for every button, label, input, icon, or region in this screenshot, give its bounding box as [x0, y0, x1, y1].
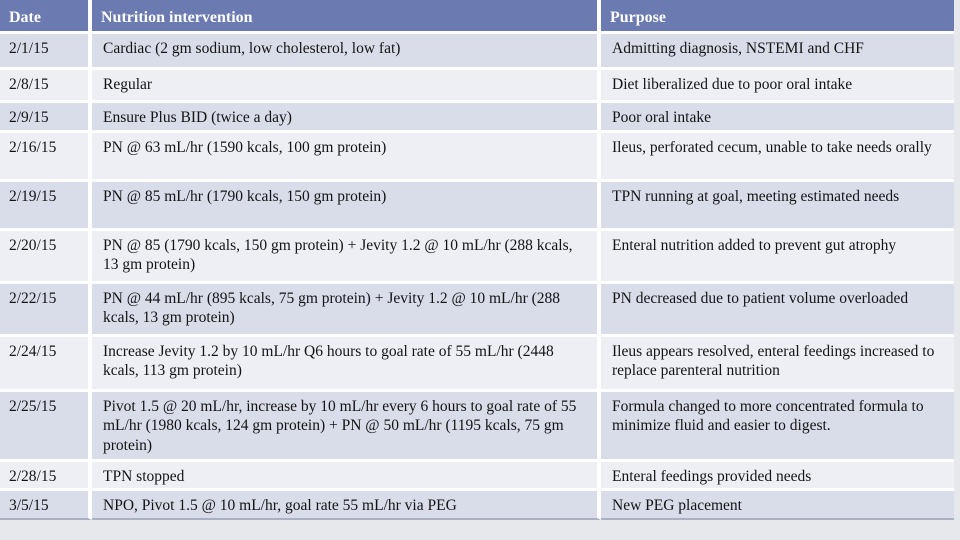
- table-row: 2/24/15 Increase Jevity 1.2 by 10 mL/hr Q…: [0, 336, 954, 392]
- intervention-cell: PN @ 63 mL/hr (1590 kcals, 100 gm protei…: [92, 132, 601, 182]
- date-cell: 2/20/15: [0, 230, 92, 284]
- purpose-cell: New PEG placement: [601, 491, 954, 521]
- intervention-cell: Increase Jevity 1.2 by 10 mL/hr Q6 hours…: [92, 336, 601, 392]
- intervention-cell: Pivot 1.5 @ 20 mL/hr, increase by 10 mL/…: [92, 391, 601, 462]
- date-cell: 2/24/15: [0, 336, 92, 392]
- date-cell: 3/5/15: [0, 491, 92, 521]
- table-row: 2/28/15 TPN stopped Enteral feedings provi…: [0, 461, 954, 492]
- purpose-cell: Admitting diagnosis, NSTEMI and CHF: [601, 34, 954, 70]
- table-row: 2/1/15 Cardiac (2 gm sodium, low choleste…: [0, 34, 954, 70]
- purpose-cell: Poor oral intake: [601, 103, 954, 133]
- intervention-cell: PN @ 85 mL/hr (1790 kcals, 150 gm protei…: [92, 181, 601, 231]
- date-cell: 2/19/15: [0, 181, 92, 231]
- column-header-intervention: Nutrition intervention: [92, 0, 601, 34]
- column-header-date: Date: [0, 0, 92, 34]
- table-row: 2/19/15 PN @ 85 mL/hr (1790 kcals, 150 gm…: [0, 181, 954, 231]
- intervention-cell: TPN stopped: [92, 461, 601, 492]
- date-cell: 2/25/15: [0, 391, 92, 462]
- table-row: 2/25/15 Pivot 1.5 @ 20 mL/hr, increase by…: [0, 391, 954, 462]
- table-body: 2/1/15 Cardiac (2 gm sodium, low choleste…: [0, 34, 954, 521]
- table-row: 2/22/15 PN @ 44 mL/hr (895 kcals, 75 gm p…: [0, 283, 954, 337]
- purpose-cell: Ileus, perforated cecum, unable to take …: [601, 132, 954, 182]
- table-row: 2/8/15 Regular Diet liberalized due to poo…: [0, 70, 954, 103]
- intervention-cell: Cardiac (2 gm sodium, low cholesterol, l…: [92, 34, 601, 70]
- date-cell: 2/1/15: [0, 34, 92, 70]
- purpose-cell: Enteral feedings provided needs: [601, 461, 954, 492]
- purpose-cell: PN decreased due to patient volume overl…: [601, 283, 954, 337]
- purpose-cell: Diet liberalized due to poor oral intake: [601, 70, 954, 103]
- purpose-cell: TPN running at goal, meeting estimated n…: [601, 181, 954, 231]
- purpose-cell: Formula changed to more concentrated for…: [601, 391, 954, 462]
- date-cell: 2/22/15: [0, 283, 92, 337]
- purpose-cell: Ileus appears resolved, enteral feedings…: [601, 336, 954, 392]
- purpose-cell: Enteral nutrition added to prevent gut a…: [601, 230, 954, 284]
- date-cell: 2/8/15: [0, 70, 92, 103]
- table-row: 2/20/15 PN @ 85 (1790 kcals, 150 gm prote…: [0, 230, 954, 284]
- intervention-cell: Ensure Plus BID (twice a day): [92, 103, 601, 133]
- table-row: 3/5/15 NPO, Pivot 1.5 @ 10 mL/hr, goal ra…: [0, 491, 954, 521]
- header-row: Date Nutrition intervention Purpose: [0, 0, 954, 34]
- intervention-cell: PN @ 44 mL/hr (895 kcals, 75 gm protein)…: [92, 283, 601, 337]
- date-cell: 2/9/15: [0, 103, 92, 133]
- table-row: 2/9/15 Ensure Plus BID (twice a day) Poor …: [0, 103, 954, 133]
- intervention-cell: Regular: [92, 70, 601, 103]
- nutrition-intervention-table: Date Nutrition intervention Purpose 2/1/…: [0, 0, 954, 521]
- intervention-cell: NPO, Pivot 1.5 @ 10 mL/hr, goal rate 55 …: [92, 491, 601, 521]
- column-header-purpose: Purpose: [601, 0, 954, 34]
- intervention-cell: PN @ 85 (1790 kcals, 150 gm protein) + J…: [92, 230, 601, 284]
- date-cell: 2/16/15: [0, 132, 92, 182]
- table-row: 2/16/15 PN @ 63 mL/hr (1590 kcals, 100 gm…: [0, 132, 954, 182]
- date-cell: 2/28/15: [0, 461, 92, 492]
- table-header: Date Nutrition intervention Purpose: [0, 0, 954, 34]
